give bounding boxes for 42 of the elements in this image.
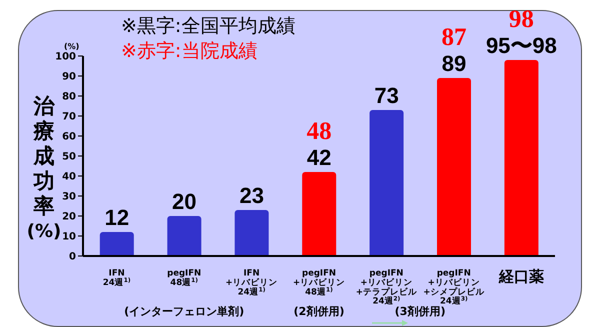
bar xyxy=(302,172,336,256)
y-tick-label: 50 xyxy=(62,152,76,163)
x-tick-label: pegIFN 48週$^{1)}$ xyxy=(167,268,202,288)
y-tick-label: 80 xyxy=(62,92,76,103)
x-tick-label: pegIFN +リバビリン 48週$^{1)}$ xyxy=(292,268,346,298)
text: (2剤併用) xyxy=(294,305,344,318)
y-axis-title: 治療成功率 (%) xyxy=(26,94,62,244)
bar xyxy=(437,78,471,256)
text: (インターフェロン単剤) xyxy=(123,304,246,319)
data-label: 12 xyxy=(104,205,130,230)
data-label: 73 xyxy=(374,83,399,108)
text: ※黒字:全国平均成績 xyxy=(121,14,296,39)
x-tick-label: IFN 24週$^{1)}$ xyxy=(102,268,131,288)
y-tick-label: 100 xyxy=(55,52,76,63)
x-tick-label: 経口薬 xyxy=(498,268,544,286)
y-tick-label: 70 xyxy=(62,112,76,123)
text: (%) xyxy=(64,42,80,51)
y-tick-label: 30 xyxy=(62,192,76,203)
y-tick-label: 40 xyxy=(62,172,76,183)
y-tick-label: 0 xyxy=(69,252,76,263)
annotation: 48 xyxy=(306,118,332,145)
bar xyxy=(504,60,538,256)
data-label: 23 xyxy=(239,183,264,208)
text: 98 xyxy=(508,6,534,33)
bar xyxy=(370,110,404,256)
data-label: 20 xyxy=(172,189,197,214)
y-tick-label: 60 xyxy=(62,132,76,143)
y-tick-label: 10 xyxy=(62,232,76,243)
text: (3剤併用) xyxy=(394,305,446,318)
x-tick-label: pegIFN +リバビリン +テラプレビル 24週$^{2)}$ xyxy=(356,268,418,307)
data-label: 42 xyxy=(306,145,332,170)
y-tick-label: 20 xyxy=(62,212,76,223)
bar xyxy=(100,232,134,256)
data-label: 89 xyxy=(442,51,466,76)
x-tick-label: IFN +リバビリン 24週$^{1)}$ xyxy=(226,268,278,298)
bar xyxy=(167,216,202,256)
annotation: 95〜98 xyxy=(486,33,557,58)
x-tick-label: pegIFN +リバビリン +シメプレビル 24週$^{3)}$ xyxy=(423,268,486,307)
y-tick-label: 90 xyxy=(62,72,76,83)
text: 87 xyxy=(442,24,466,51)
annotation: ※赤字:当院成績 xyxy=(121,39,258,64)
bar xyxy=(234,210,269,256)
